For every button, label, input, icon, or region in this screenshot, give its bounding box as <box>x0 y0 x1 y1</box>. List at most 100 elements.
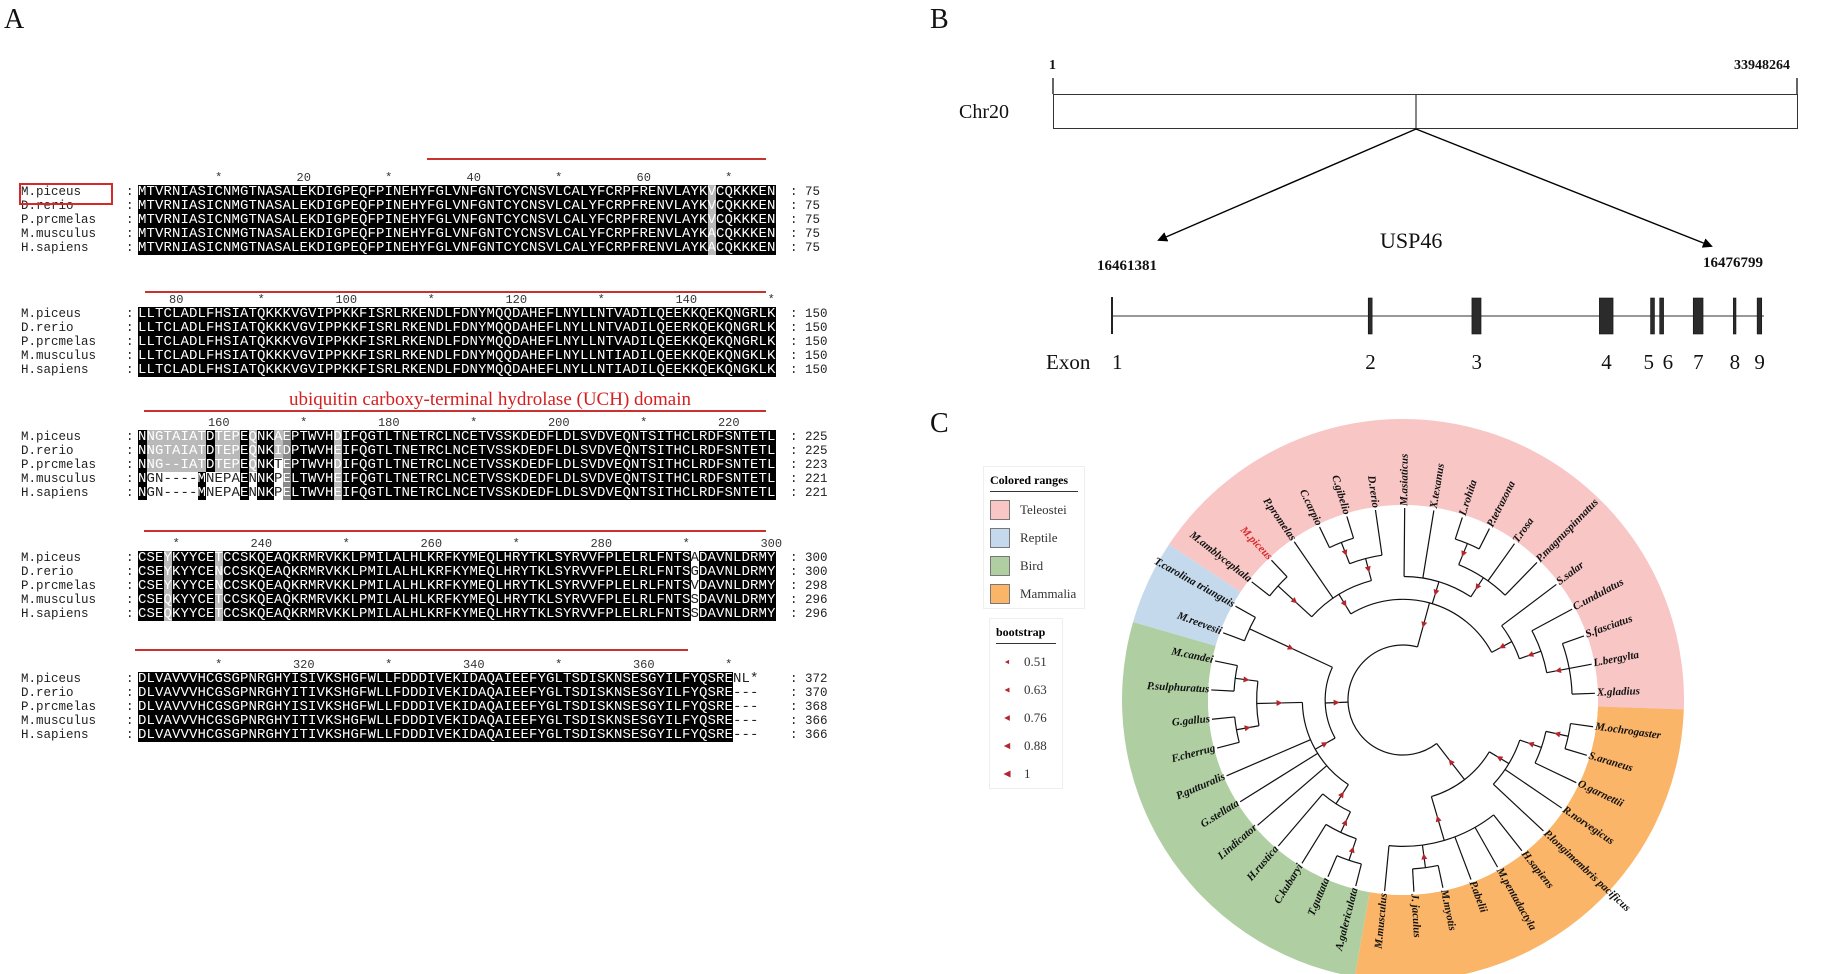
residue: R <box>401 348 411 364</box>
residue: L <box>673 226 683 242</box>
bootstrap-marker <box>1527 741 1535 748</box>
residue: Q <box>622 443 632 459</box>
residue: L <box>291 240 300 256</box>
residue: N <box>248 671 258 687</box>
color-swatch <box>990 528 1010 548</box>
residue-count: : 300 <box>790 551 828 565</box>
residue: T <box>741 457 751 473</box>
residue: Y <box>478 334 487 350</box>
residue: S <box>223 671 232 687</box>
residue: Q <box>486 564 496 580</box>
residue: A <box>478 685 487 701</box>
residue: I <box>231 306 241 322</box>
residue: A <box>393 550 402 566</box>
residue: L <box>767 443 776 459</box>
residue: E <box>537 334 547 350</box>
residue-count-value: 150 <box>805 335 828 349</box>
residue: T <box>758 485 768 501</box>
residue: G <box>478 184 487 200</box>
residue: A <box>690 550 700 566</box>
residue: V <box>308 348 317 364</box>
residue: V <box>291 334 300 350</box>
tree-branch <box>1327 855 1338 877</box>
residue: A <box>265 184 275 200</box>
residue: F <box>206 348 215 364</box>
residue: E <box>206 606 215 622</box>
residue: Y <box>512 240 521 256</box>
residue: L <box>401 564 411 580</box>
residue: N <box>146 443 156 459</box>
residue: F <box>597 212 606 228</box>
residue: E <box>648 212 657 228</box>
residue: E <box>750 471 759 487</box>
residue: M <box>486 362 496 378</box>
residue: K <box>248 606 258 622</box>
residue: S <box>597 671 606 687</box>
separator: : <box>790 335 798 349</box>
residue: R <box>163 226 173 242</box>
position-ruler-mark: * <box>385 171 393 185</box>
residue: K <box>605 699 615 715</box>
residue: W <box>367 713 377 729</box>
residue: N <box>665 564 674 580</box>
residue: E <box>410 485 419 501</box>
residue: E <box>469 457 479 473</box>
residue: I <box>503 713 513 729</box>
residue: L <box>384 457 394 473</box>
sequence: CSEQKYYCETCCSKQEAQKRMRVKKLPMILALHLKRFKYM… <box>138 593 776 607</box>
residue: K <box>537 606 547 622</box>
bootstrap-marker <box>1527 651 1535 657</box>
residue: N <box>257 184 266 200</box>
residue: L <box>733 578 742 594</box>
residue: L <box>673 713 683 729</box>
residue: R <box>512 606 521 622</box>
panel-label-b: B <box>930 4 949 35</box>
residue: Y <box>690 713 700 729</box>
residue: F <box>367 212 377 228</box>
residue: Q <box>699 671 708 687</box>
residue: C <box>223 578 232 594</box>
residue: F <box>469 184 479 200</box>
residue: D <box>580 699 589 715</box>
residue: C <box>223 564 232 580</box>
residue: Q <box>495 334 504 350</box>
residue: N <box>393 226 402 242</box>
residue: F <box>597 592 606 608</box>
residue: P <box>359 578 368 594</box>
residue: R <box>299 606 309 622</box>
residue: K <box>605 727 615 743</box>
residue: R <box>716 699 725 715</box>
residue: L <box>418 550 428 566</box>
residue: F <box>656 550 666 566</box>
residue: A <box>189 184 198 200</box>
residue: M <box>138 226 147 242</box>
residue: E <box>614 471 623 487</box>
residue: G <box>546 671 555 687</box>
residue: F <box>597 564 606 580</box>
residue: A <box>393 592 402 608</box>
residue: E <box>648 184 657 200</box>
residue: K <box>308 226 317 242</box>
residue: S <box>333 685 343 701</box>
residue: Y <box>563 550 572 566</box>
residue: L <box>546 550 555 566</box>
residue: I <box>656 429 666 445</box>
residue: R <box>257 713 266 729</box>
residue: M <box>308 550 317 566</box>
residue: I <box>461 713 470 729</box>
sequence: DLVAVVVHCGSGPNRGHYISIVKSHGFWLLFDDDIVEKID… <box>138 672 759 686</box>
residue: R <box>750 578 759 594</box>
position-ruler-mark: 180 <box>377 416 400 430</box>
residue: L <box>384 471 394 487</box>
residue: D <box>206 457 215 473</box>
bootstrap-value: 0.76 <box>1024 710 1047 725</box>
residue: L <box>291 485 300 501</box>
residue: S <box>503 471 513 487</box>
residue: K <box>767 320 776 336</box>
residue: S <box>376 348 385 364</box>
residue: T <box>299 713 309 729</box>
residue: Q <box>248 429 258 445</box>
residue: C <box>716 184 725 200</box>
residue: G <box>265 671 275 687</box>
residue: T <box>495 226 504 242</box>
